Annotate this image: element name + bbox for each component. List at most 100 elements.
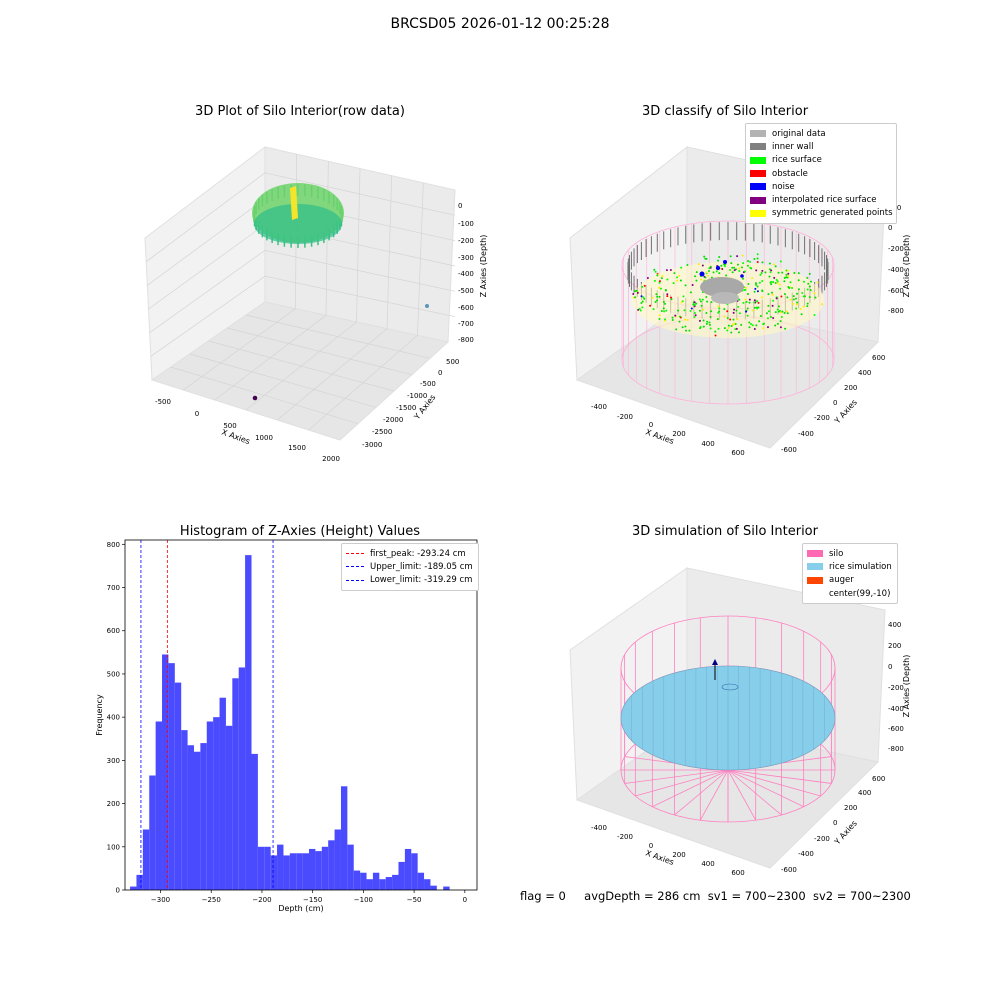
classify-point [736,263,739,266]
classify-point [737,331,740,334]
histogram-bar [392,874,399,890]
classify-point [774,265,777,268]
classify-point [765,312,768,315]
classify-point [740,323,743,326]
classify-point [640,295,643,298]
classify-point [742,301,745,304]
classify-ytick: 0 [833,399,837,407]
classify-point [802,305,805,308]
classify-point [753,290,756,293]
raw-plot-title: 3D Plot of Silo Interior(row data) [195,104,405,119]
classify-point [681,326,684,329]
raw-gridline [264,275,456,318]
simulation-ytick: -400 [798,850,814,858]
classify-point [777,271,780,274]
classify-point [632,292,635,295]
classify-point [816,281,819,284]
classify-point [702,319,705,322]
raw-ztick: -700 [458,320,474,328]
classify-point [753,306,756,309]
raw-ztick: -400 [458,270,474,278]
classify-point [723,315,726,318]
figure-suptitle: BRCSD05 2026-01-12 00:25:28 [390,16,610,32]
classify-point [705,295,708,298]
simulation-silo-floor-spoke [727,769,832,784]
simulation-ztick: -800 [888,745,904,753]
classify-point [641,300,644,303]
histogram-bar [174,682,182,890]
classify-point [695,271,698,274]
classify-ytick: 600 [872,354,885,362]
histogram-bar [213,717,220,890]
classify-point [751,309,754,312]
classify-point [769,316,772,319]
classify-point [744,286,747,289]
classify-point [658,281,661,284]
classify-point [771,304,774,307]
simulation-silo-floor-spoke [699,769,729,821]
classify-point [751,277,754,280]
raw-xtick: 1500 [288,444,306,452]
classify-point [802,280,805,283]
classify-point [759,273,762,276]
classify-point [732,311,735,314]
legend-line [346,566,364,568]
classify-point [729,318,732,321]
classify-point [736,255,739,258]
raw-gridline [145,172,266,262]
classify-point [730,262,733,265]
classify-point [756,253,759,256]
raw-ytick: -1000 [407,392,427,400]
classify-point [808,272,811,275]
histogram-bar [360,872,367,890]
classify-point [783,292,786,295]
classify-point [663,310,666,313]
simulation-silo-floor-spoke [674,769,729,816]
classify-point [789,298,792,301]
classify-point [677,309,680,312]
histogram-bar [334,829,341,890]
classify-ytick: 400 [858,369,871,377]
histogram-ytick-label: 800 [107,541,120,549]
classify-point [685,329,688,332]
classify-point [678,320,681,323]
legend-label: Upper_limit: -189.05 cm [370,561,473,572]
classify-point [783,280,786,283]
classify-point [686,263,689,266]
classify-point [772,316,775,319]
classify-noise-point [740,274,744,278]
classify-point [698,309,701,312]
classify-point [698,319,701,322]
raw-gridline [264,249,456,292]
classify-point [755,306,758,309]
simulation-ytick: 600 [872,775,885,783]
classify-point [748,326,751,329]
histogram-bar [302,853,310,890]
legend-label: Lower_limit: -319.29 cm [370,575,473,586]
classify-point [721,268,724,271]
classify-point [729,269,732,272]
classify-xtick: 0 [649,421,653,429]
simulation-silo-floor-spoke [635,769,729,797]
classify-point [756,300,759,303]
histogram-bar [372,872,380,890]
classify-point [768,275,771,278]
classify-point [779,326,782,329]
raw-gridline [147,198,266,286]
classify-point [791,287,794,290]
classify-3d-plot: -400 -200 0 200 400 600 X Axies 600 400 … [569,145,911,457]
classify-xtick: -400 [591,403,607,411]
histogram-bar [206,721,214,890]
classify-point [666,278,669,281]
histogram-bar [162,654,169,890]
raw-ztick: 0 [458,202,462,210]
classify-point [726,310,729,313]
classify-point [731,266,734,269]
classify-point [637,308,640,311]
classify-point [796,301,799,304]
classify-point [795,307,798,310]
classify-point [708,323,711,326]
histogram-bar [264,846,271,890]
classify-point [758,320,761,323]
classify-original-data [711,292,739,304]
